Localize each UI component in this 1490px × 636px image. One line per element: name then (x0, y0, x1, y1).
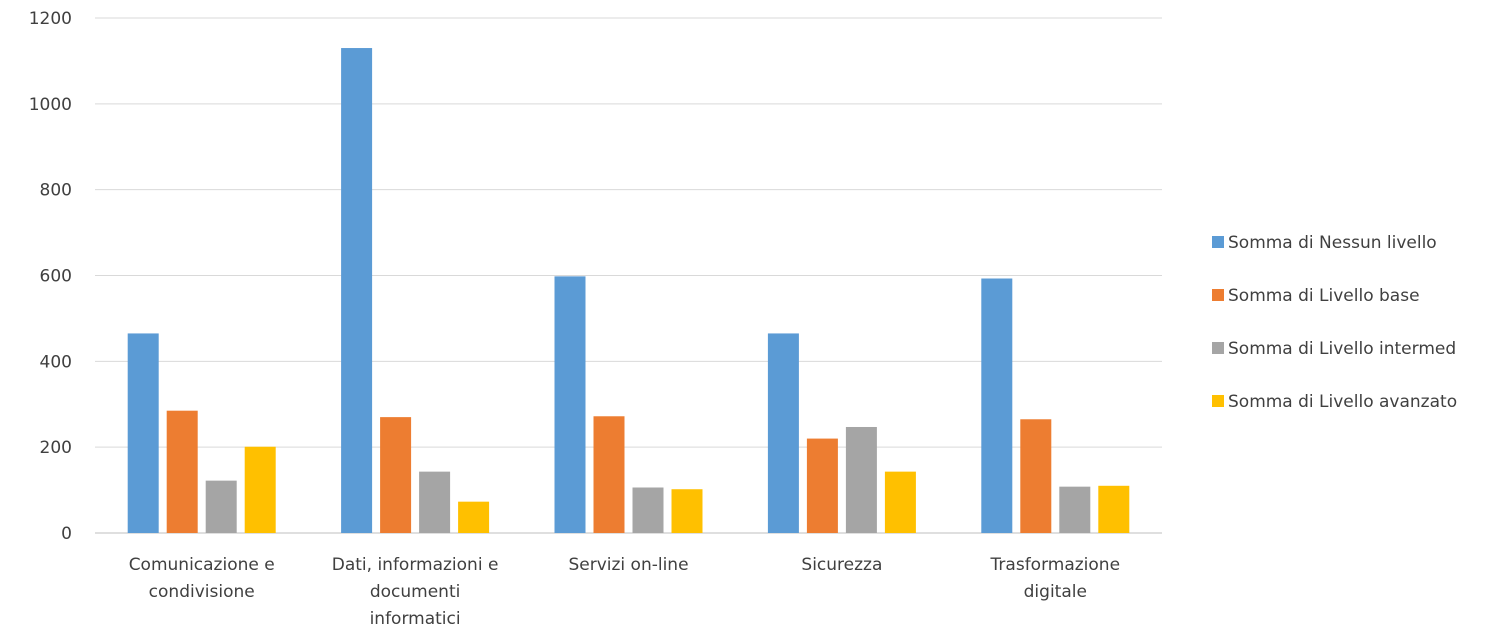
x-tick-label: Dati, informazioni e documenti informatici (332, 555, 499, 629)
bar (593, 416, 625, 533)
x-tick-label: Trasformazione digitale (990, 555, 1120, 602)
x-tick-label: Sicurezza (801, 555, 882, 575)
bar (341, 48, 373, 534)
legend-label: Somma di Livello base (1228, 286, 1420, 306)
y-tick-label: 1000 (29, 95, 72, 115)
y-tick-label: 600 (40, 267, 72, 287)
legend-label: Somma di Nessun livello (1228, 233, 1437, 253)
bar (380, 417, 412, 533)
bar (884, 471, 916, 533)
y-tick-label: 800 (40, 181, 72, 201)
legend-swatch (1212, 342, 1224, 354)
y-tick-label: 0 (61, 524, 72, 544)
x-tick-label: Comunicazione e condivisione (129, 555, 275, 602)
legend-swatch (1212, 395, 1224, 407)
bar (166, 410, 198, 533)
y-tick-label: 400 (40, 352, 72, 372)
legend-label: Somma di Livello intermed (1228, 339, 1456, 359)
bar (205, 480, 237, 533)
bar (458, 501, 490, 533)
bar (127, 333, 159, 533)
legend-swatch (1212, 236, 1224, 248)
legend-label: Somma di Livello avanzato (1228, 392, 1457, 412)
bar (1098, 485, 1130, 533)
y-tick-label: 200 (40, 438, 72, 458)
bar (1020, 419, 1052, 533)
bar (1059, 486, 1091, 533)
legend-swatch (1212, 289, 1224, 301)
bar (419, 471, 451, 533)
bar (554, 276, 586, 533)
y-axis: 0 200 400 600 800 1000 1200 (29, 9, 72, 544)
x-axis: Comunicazione e condivisione Dati, informa… (129, 555, 1120, 629)
bar (632, 487, 664, 533)
x-tick-label: Servizi on-line (568, 555, 688, 575)
legend: Somma di Nessun livello Somma di Livello … (1212, 233, 1457, 412)
bar (845, 426, 877, 533)
bar (981, 278, 1013, 533)
y-tick-label: 1200 (29, 9, 72, 29)
bar (767, 333, 799, 533)
bar (806, 438, 838, 533)
bars (127, 48, 1130, 534)
bar (244, 446, 276, 533)
bar (671, 489, 703, 533)
